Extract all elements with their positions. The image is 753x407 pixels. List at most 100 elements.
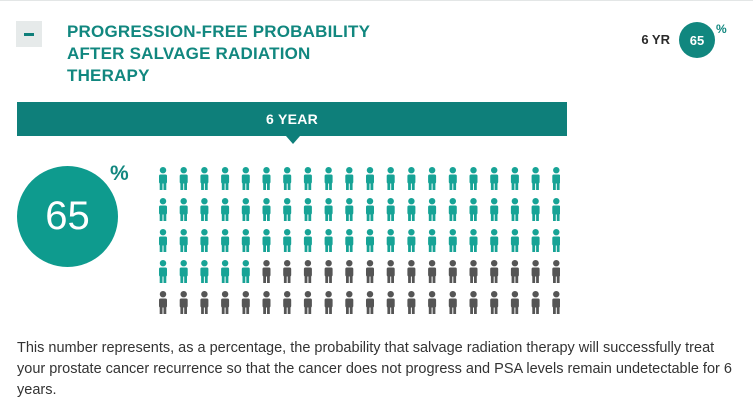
- person-icon: [531, 198, 540, 221]
- person-icon: [552, 198, 560, 221]
- minus-icon: [24, 32, 34, 36]
- person-icon: [386, 229, 395, 252]
- person-icon: [241, 291, 250, 314]
- person-icon: [262, 167, 271, 190]
- person-icon: [159, 291, 167, 314]
- person-icon: [283, 167, 292, 190]
- person-icon: [200, 229, 209, 252]
- person-icon: [200, 291, 209, 314]
- person-icon: [179, 198, 188, 221]
- person-icon: [324, 167, 333, 190]
- person-icon: [552, 260, 560, 283]
- person-icon: [200, 198, 209, 221]
- person-icon: [366, 198, 374, 221]
- collapse-button[interactable]: [16, 21, 42, 47]
- person-icon: [510, 260, 519, 283]
- person-icon: [241, 260, 250, 283]
- person-icon: [283, 291, 292, 314]
- summary-percent-sign: %: [716, 22, 727, 36]
- person-icon: [241, 229, 250, 252]
- person-icon: [531, 291, 540, 314]
- person-icon: [407, 229, 416, 252]
- person-icon: [200, 167, 209, 190]
- person-icon: [303, 229, 312, 252]
- person-icon: [428, 291, 437, 314]
- person-icon: [448, 260, 457, 283]
- person-icon: [407, 260, 416, 283]
- person-icon: [159, 229, 167, 252]
- person-icon: [386, 291, 395, 314]
- person-icon: [490, 291, 499, 314]
- person-icon: [552, 167, 560, 190]
- person-icon: [386, 260, 395, 283]
- person-icon: [552, 291, 560, 314]
- person-icon: [345, 260, 354, 283]
- person-icon: [490, 167, 499, 190]
- person-icon: [241, 198, 250, 221]
- person-icon: [386, 198, 395, 221]
- person-icon: [159, 260, 167, 283]
- person-icon: [303, 198, 312, 221]
- description-text: This number represents, as a percentage,…: [17, 340, 732, 398]
- person-icon: [262, 229, 271, 252]
- person-icon: [159, 198, 167, 221]
- person-icon: [200, 260, 209, 283]
- person-icon: [469, 167, 478, 190]
- person-icon: [179, 167, 188, 190]
- person-icon: [428, 229, 437, 252]
- person-icon: [283, 198, 292, 221]
- person-icon: [407, 167, 416, 190]
- person-icon: [490, 229, 499, 252]
- person-icon: [510, 291, 519, 314]
- person-icon: [366, 291, 374, 314]
- person-icon: [490, 260, 499, 283]
- person-icon: [159, 167, 167, 190]
- person-icon: [221, 167, 230, 190]
- person-icon: [366, 229, 374, 252]
- person-icon: [324, 229, 333, 252]
- person-icon: [428, 260, 437, 283]
- person-icon: [324, 260, 333, 283]
- person-icon: [179, 229, 188, 252]
- person-icon: [469, 229, 478, 252]
- person-icon: [366, 260, 374, 283]
- person-icon: [324, 291, 333, 314]
- person-icon: [262, 291, 271, 314]
- person-icon: [469, 291, 478, 314]
- person-icon: [448, 167, 457, 190]
- person-icon: [407, 198, 416, 221]
- pictogram-grid: [159, 167, 560, 314]
- person-icon: [179, 291, 188, 314]
- person-icon: [345, 167, 354, 190]
- top-divider: [0, 0, 753, 1]
- person-icon: [262, 198, 271, 221]
- person-icon: [324, 198, 333, 221]
- timeframe-pointer: [286, 136, 300, 144]
- person-icon: [490, 198, 499, 221]
- result-value-circle: 65: [17, 166, 118, 267]
- person-icon: [303, 291, 312, 314]
- summary-timeframe-label: 6 YR: [641, 32, 670, 47]
- section-title: PROGRESSION-FREE PROBABILITY AFTER SALVA…: [67, 22, 370, 85]
- person-icon: [531, 260, 540, 283]
- person-icon: [448, 198, 457, 221]
- person-icon: [179, 260, 188, 283]
- person-icon: [303, 167, 312, 190]
- person-icon: [345, 198, 354, 221]
- person-icon: [469, 260, 478, 283]
- person-icon: [407, 291, 416, 314]
- person-icon: [552, 229, 560, 252]
- person-icon: [221, 260, 230, 283]
- person-icon: [221, 198, 230, 221]
- person-icon: [428, 198, 437, 221]
- person-icon: [448, 291, 457, 314]
- person-icon: [510, 229, 519, 252]
- person-icon: [221, 229, 230, 252]
- person-icon: [448, 229, 457, 252]
- person-icon: [283, 260, 292, 283]
- person-icon: [428, 167, 437, 190]
- person-icon: [469, 198, 478, 221]
- person-icon: [303, 260, 312, 283]
- person-icon: [345, 229, 354, 252]
- person-icon: [531, 229, 540, 252]
